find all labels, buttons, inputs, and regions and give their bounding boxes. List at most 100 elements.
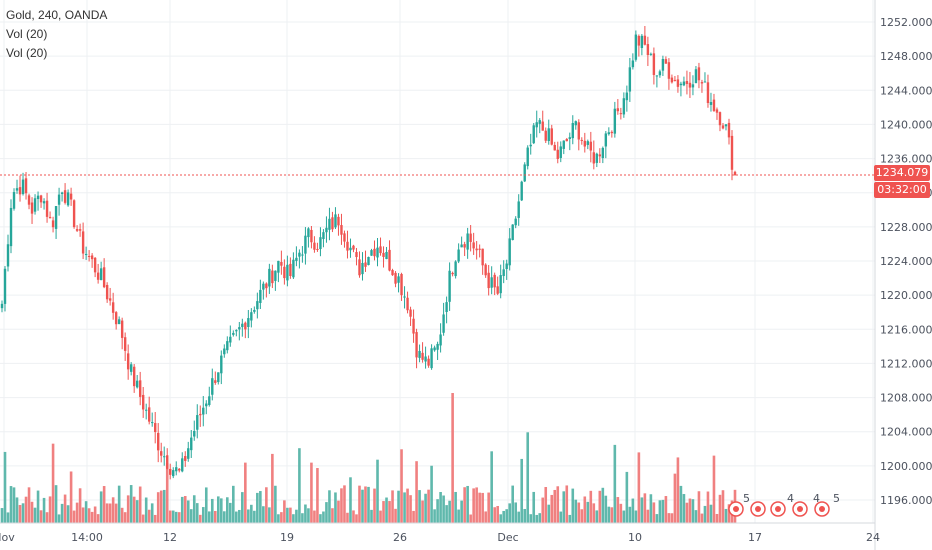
volume-bar [688,498,692,523]
candle-body [544,130,547,141]
volume-bar [289,507,292,523]
candle-body [580,139,583,141]
candle-body [694,69,698,84]
volume-bar [466,485,469,523]
time-tick-label: Nov [0,531,15,544]
candle-body [697,67,701,81]
candle-body [117,319,121,325]
candle-body [376,247,379,258]
volume-bar [520,458,524,523]
price-tick-label: 1224.000 [880,255,932,268]
volume-indicator-label[interactable]: Vol (20) [6,27,48,41]
volume-bar [595,510,599,523]
candle-body [493,274,496,288]
candle-body [685,81,689,84]
candle-body [253,309,256,312]
volume-bar [553,489,557,523]
volume-bar [670,513,674,523]
volume-bar [448,500,451,523]
volume-bar [90,511,94,523]
candle-body [556,149,559,159]
time-axis[interactable]: Nov 14:00 12 19 26 Dec 10 17 24 [0,531,880,544]
candle-body [223,348,226,355]
candle-body [271,270,274,284]
volume-bar [436,499,439,523]
volume-bar [424,493,427,523]
volume-bar [544,487,548,523]
volume-bar [280,512,283,523]
volume-bar [30,501,34,523]
volume-bar [664,496,668,523]
volume-bar [235,511,238,523]
time-tick-label: 19 [280,531,294,544]
volume-bar [514,502,518,523]
volume-bar [204,487,208,523]
candle-body [628,67,632,92]
candle-body [193,431,196,437]
candle-body [364,262,367,267]
candle-body [205,403,208,407]
chart-grid [0,0,875,523]
candle-body [487,272,490,289]
candle-body [129,364,133,372]
event-flag-dot [775,506,781,512]
candle-body [265,283,268,289]
chart-legend: Gold, 240, OANDA Vol (20) Vol (20) [6,6,107,63]
candle-body [301,254,304,256]
volume-bar [171,510,175,523]
candle-body [661,58,665,71]
volume-bar [661,499,665,523]
volume-bar [195,503,199,523]
volume-bar [9,486,13,523]
volume-bar [295,509,298,523]
volume-bar [517,511,521,523]
volume-bar [198,514,202,523]
candle-body [721,125,725,129]
candle-body [298,252,301,257]
candle-body [577,122,580,140]
volume-bar [541,497,545,523]
volume-bar [643,493,647,523]
candle-body [214,380,217,383]
volume-bar [460,500,463,523]
volume-bar [634,510,638,523]
volume-bar [168,510,172,523]
candle-body [295,257,298,261]
volume-bar [147,509,151,523]
volume-bar [201,507,205,523]
volume-bar [322,511,325,523]
candle-body [424,356,427,362]
volume-bar [598,490,602,523]
candle-body [247,318,250,327]
volume-bar [652,502,656,523]
volume-bar [523,508,527,523]
volume-bar [502,510,505,523]
candle-body [286,264,289,281]
candle-body [574,121,577,126]
volume-bar [547,504,551,523]
volume-bar [580,509,584,523]
volume-bar [571,488,575,523]
candle-body [268,268,271,287]
price-tick-label: 1248.000 [880,50,932,63]
volume-bar [213,510,217,523]
price-axis[interactable]: 1252.000 1248.000 1244.000 1240.000 1236.000… [880,16,932,507]
candle-body [166,455,169,469]
candle-body [370,250,373,256]
candle-body [664,59,668,64]
candle-body [148,407,151,422]
candle-body [727,122,731,138]
volume-bar [703,505,707,523]
volume-bar [574,499,578,523]
volume-bar [694,510,698,523]
volume-bar [529,514,533,523]
price-tick-label: 1196.000 [880,494,932,507]
symbol-title[interactable]: Gold, 240, OANDA [6,8,108,22]
candle-body [691,84,695,88]
price-tick-label: 1208.000 [880,392,932,405]
candle-body [310,229,313,243]
volume-indicator-label-2[interactable]: Vol (20) [6,46,48,60]
volume-bar [268,507,271,523]
